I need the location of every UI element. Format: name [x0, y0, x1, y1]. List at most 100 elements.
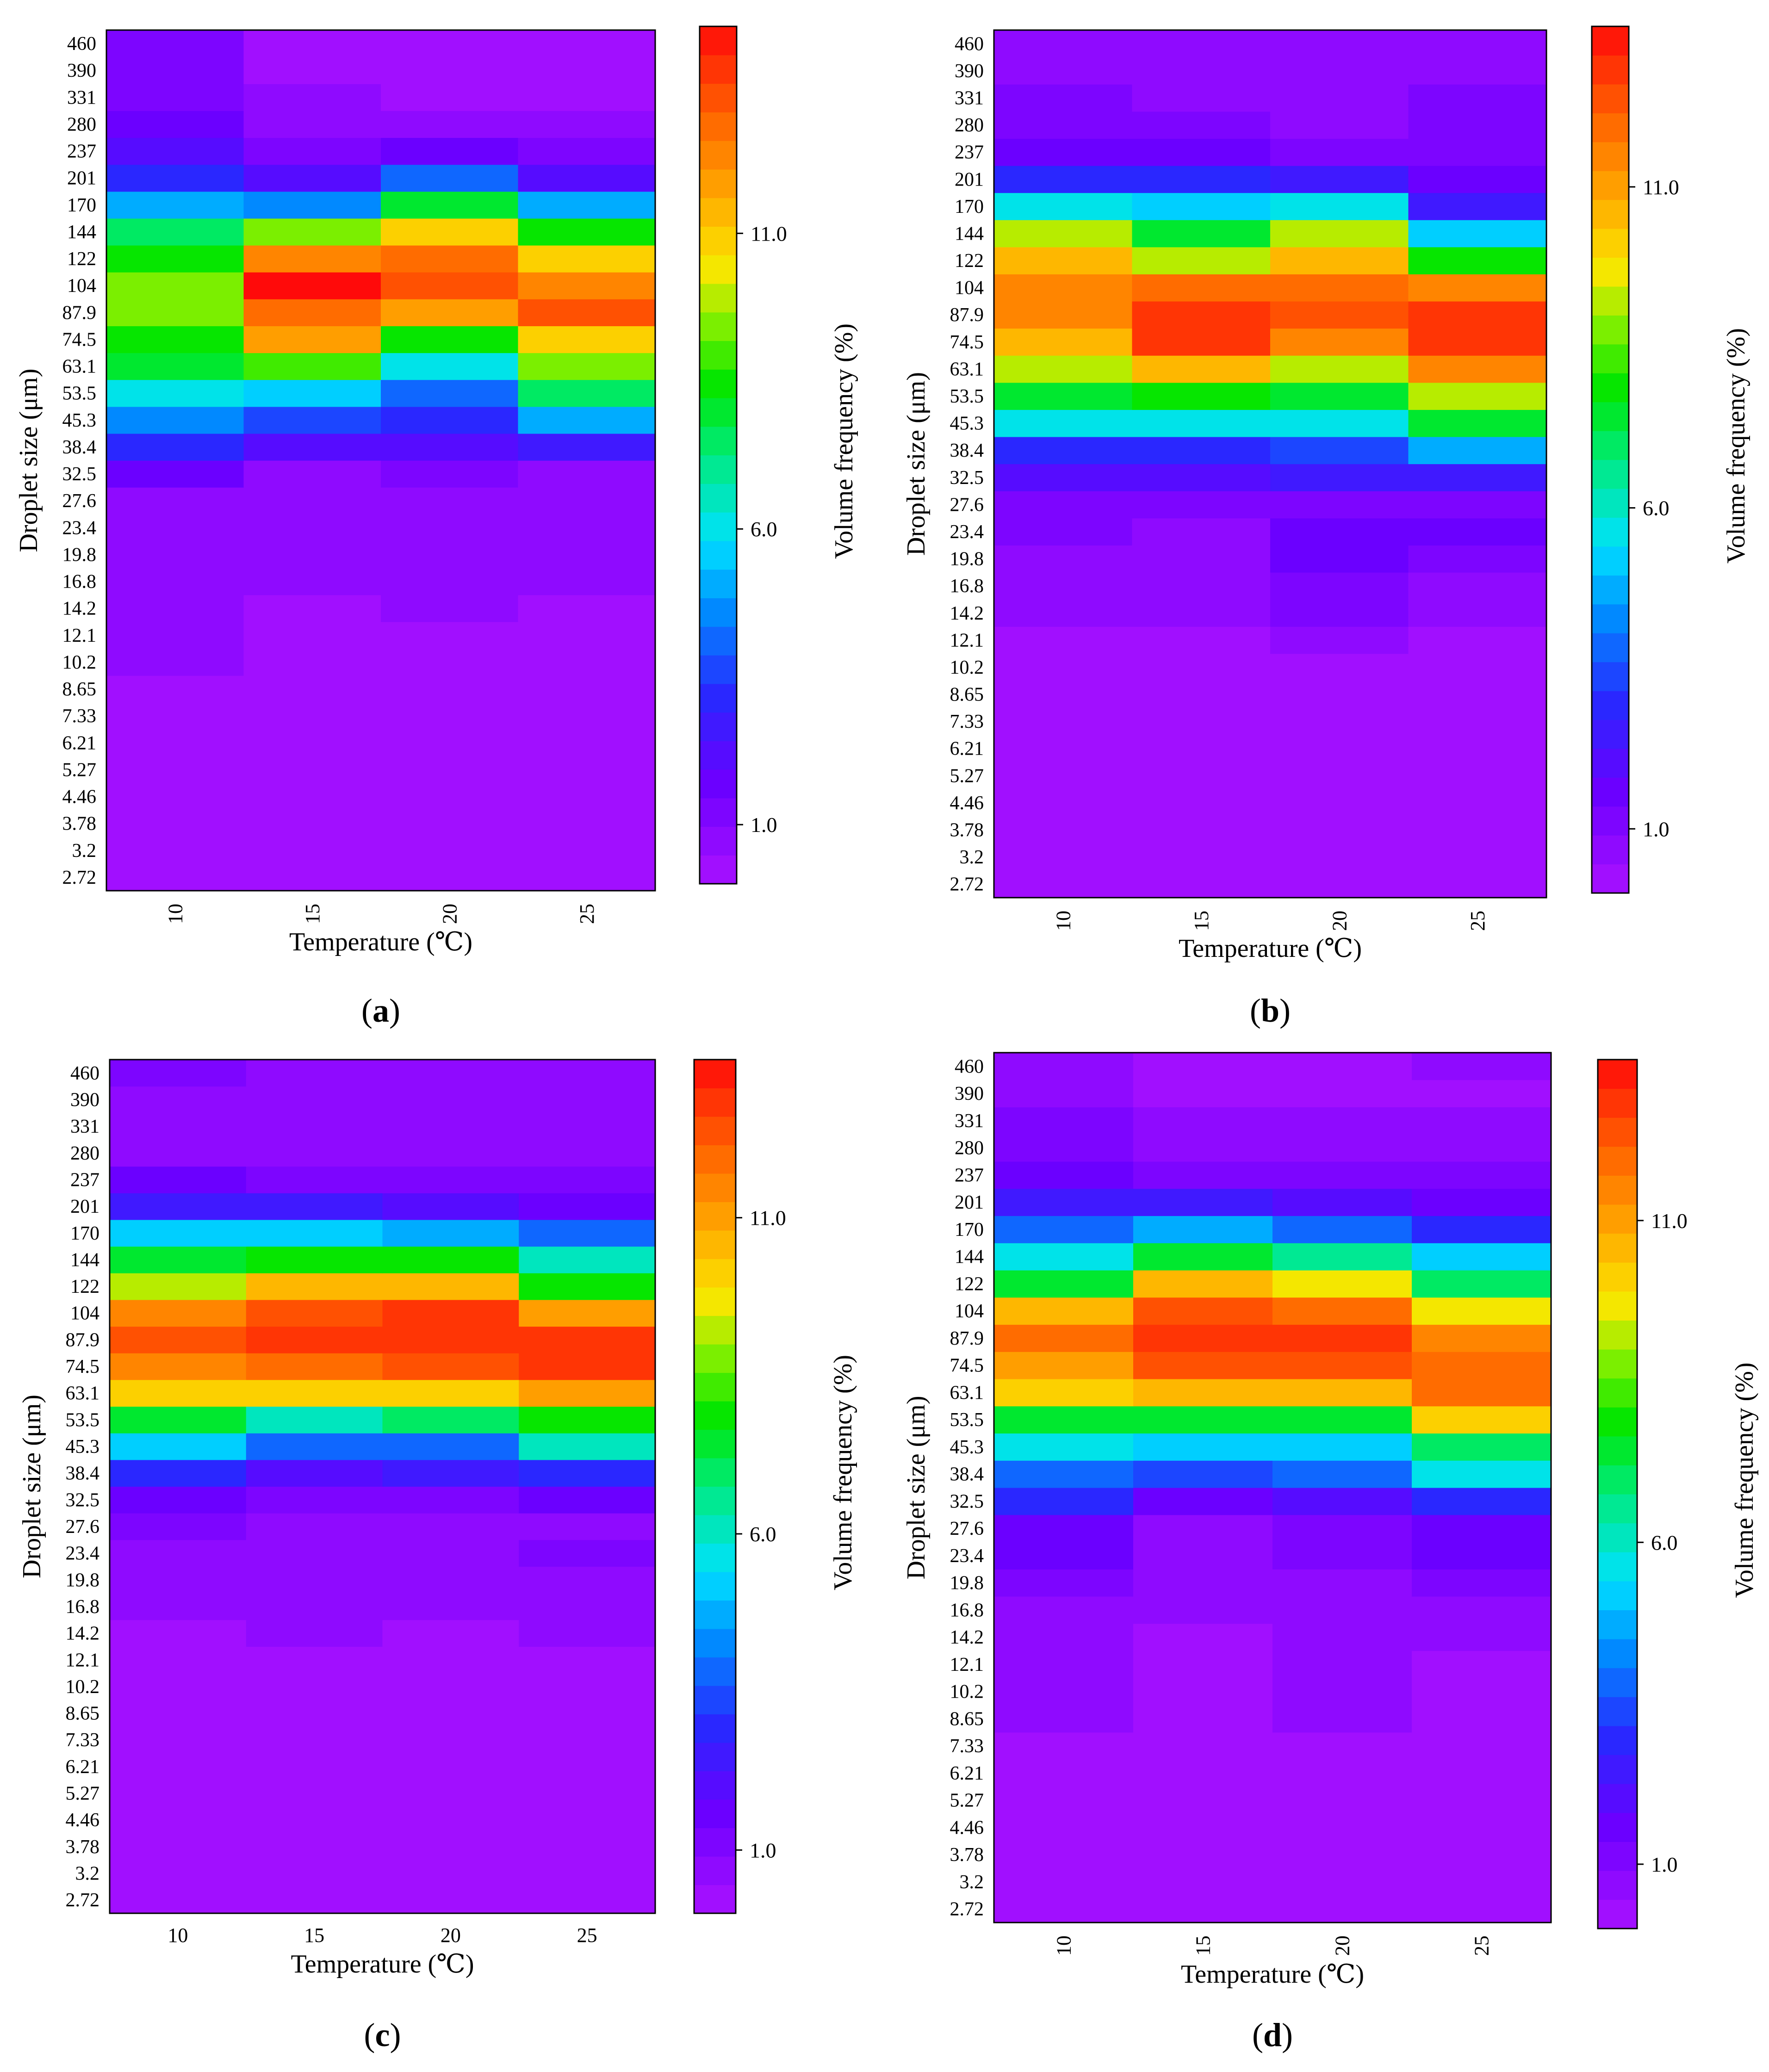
heatmap-panel-d: 2.72 3.2 3.78 4.46 5.27 6.21 7.33 8.65 10.2 12.1 1…: [902, 1052, 1759, 2053]
y-tick-label: 201: [955, 169, 984, 190]
x-axis-title: Temperature (℃): [291, 1950, 474, 1979]
heat-cell: [106, 111, 244, 138]
colorbar-segment: [694, 1344, 736, 1373]
heat-cell: [994, 1488, 1134, 1515]
heat-cell: [1133, 1460, 1273, 1488]
y-tick-label: 6.21: [62, 732, 97, 754]
heat-cell: [994, 1514, 1134, 1543]
heat-cell: [1272, 1079, 1412, 1108]
x-tick-label: 15: [1190, 911, 1213, 931]
heat-cell: [518, 353, 656, 380]
heat-cell: [243, 783, 381, 811]
colorbar-segment: [1592, 864, 1629, 893]
heat-cell: [381, 57, 519, 84]
y-tick-label: 19.8: [62, 544, 97, 565]
colorbar-tick-label: 11.0: [1651, 1209, 1688, 1233]
heat-cell: [382, 1700, 519, 1727]
panel-label-letter: d: [1263, 2016, 1282, 2053]
heat-cell: [518, 783, 656, 811]
heat-cell: [106, 353, 244, 380]
heat-cell: [1133, 1542, 1273, 1570]
y-tick-label: 122: [955, 250, 984, 272]
colorbar-segment: [700, 112, 737, 141]
y-tick-label: 10.2: [66, 1676, 100, 1698]
heat-cell: [518, 164, 656, 192]
heat-cell: [110, 1513, 247, 1540]
colorbar-segment: [694, 1771, 736, 1800]
y-tick-label: 3.2: [960, 847, 984, 868]
heat-cell: [106, 433, 244, 461]
heat-cell: [1133, 1352, 1273, 1379]
panel-label-close: ): [389, 992, 400, 1029]
heat-cell: [381, 648, 519, 676]
y-tick-label: 5.27: [950, 765, 984, 787]
heat-cell: [1270, 84, 1409, 112]
heat-cell: [519, 1379, 656, 1407]
heat-cell: [106, 245, 244, 273]
heat-cell: [246, 1060, 383, 1087]
heat-cell: [1412, 1542, 1552, 1570]
heat-cell: [382, 1459, 519, 1487]
heat-cell: [106, 568, 244, 596]
colorbar-segment: [700, 397, 737, 427]
heat-cell: [1132, 735, 1271, 763]
heat-cell: [994, 1705, 1134, 1733]
y-tick-label: 280: [70, 1143, 99, 1164]
colorbar-segment: [694, 1629, 736, 1658]
y-tick-label: 170: [67, 195, 96, 216]
heat-cell: [110, 1833, 247, 1861]
heat-cell: [994, 1868, 1134, 1896]
colorbar-segment: [1598, 1146, 1637, 1176]
y-tick-label: 3.78: [62, 813, 97, 835]
heat-cell: [243, 57, 381, 84]
heat-cell: [1272, 1107, 1412, 1135]
panel-label-open: (: [1252, 2016, 1263, 2053]
heat-cell: [243, 514, 381, 541]
y-tick-label: 16.8: [950, 1600, 984, 1621]
heat-cell: [1412, 1732, 1552, 1760]
colorbar-segment: [1598, 1725, 1637, 1755]
heat-cell: [1132, 545, 1271, 573]
heat-cell: [243, 460, 381, 488]
heat-cell: [1133, 1297, 1273, 1325]
heat-cell: [381, 756, 519, 784]
heat-cell: [1408, 165, 1547, 193]
heat-cell: [994, 572, 1133, 600]
y-tick-label: 38.4: [66, 1463, 100, 1484]
x-tick-label: 10: [164, 904, 186, 924]
y-tick-label: 3.78: [950, 1844, 984, 1866]
heat-cell: [381, 245, 519, 273]
heat-cell: [243, 245, 381, 273]
colorbar-segment: [694, 1372, 736, 1402]
heat-cell: [382, 1646, 519, 1674]
heat-cell: [1133, 1514, 1273, 1543]
heat-cell: [518, 57, 656, 84]
heat-cell: [246, 1433, 383, 1460]
heatmap-panel-c: 2.72 3.2 3.78 4.46 5.27 6.21 7.33 8.65 10.2 12.1 1…: [18, 1059, 857, 2053]
heat-cell: [1132, 681, 1271, 708]
heat-cell: [243, 541, 381, 569]
heat-cell: [1132, 436, 1271, 465]
colorbar-segment: [1598, 1755, 1637, 1784]
heat-cell: [1408, 247, 1547, 274]
heat-cell: [382, 1406, 519, 1433]
y-tick-label: 87.9: [62, 302, 97, 323]
heat-cell: [110, 1486, 247, 1514]
heat-cell: [994, 707, 1133, 736]
heat-cell: [243, 406, 381, 434]
heat-cell: [994, 1460, 1134, 1488]
heat-cell: [1270, 274, 1409, 302]
heat-cell: [1408, 491, 1547, 519]
heat-cell: [246, 1459, 383, 1487]
heat-cell: [106, 84, 244, 111]
heat-cell: [994, 1107, 1134, 1135]
heat-cell: [382, 1753, 519, 1780]
heat-cell: [246, 1113, 383, 1140]
heat-cell: [243, 621, 381, 649]
heat-cell: [1408, 789, 1547, 817]
x-tick-label: 10: [1052, 911, 1074, 931]
heat-cell: [246, 1353, 383, 1380]
heat-cell: [994, 1596, 1134, 1624]
y-tick-label: 460: [70, 1063, 99, 1084]
